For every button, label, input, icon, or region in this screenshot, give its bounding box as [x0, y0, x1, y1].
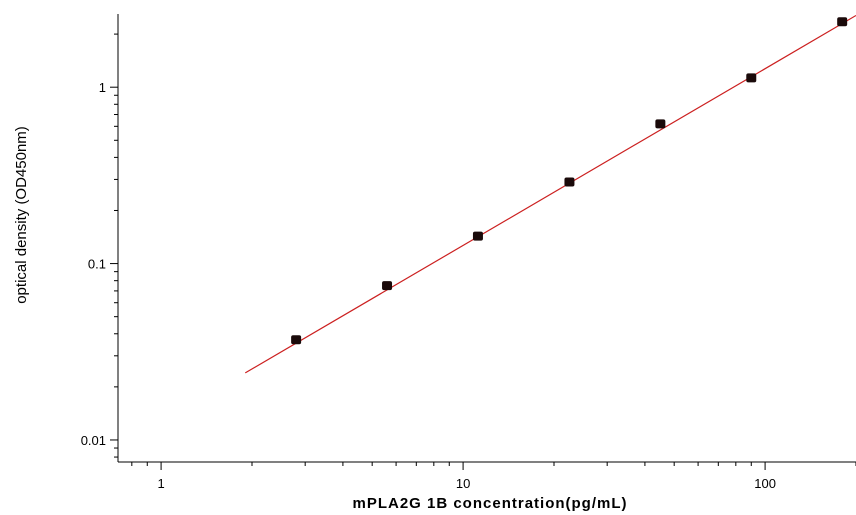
- y-axis-title: optical density (OD450nm): [13, 126, 30, 304]
- x-axis-title: mPLA2G 1B concentration(pg/mL): [352, 495, 627, 512]
- fit-line-group: [244, 14, 856, 374]
- x-axis: 1 10 100: [118, 461, 856, 491]
- data-point: [837, 17, 848, 27]
- data-point: [472, 231, 483, 241]
- data-point: [291, 335, 302, 345]
- x-tick-label: 1: [157, 476, 164, 491]
- data-point: [746, 73, 757, 83]
- data-point: [655, 119, 666, 129]
- x-tick-label: 100: [754, 476, 776, 491]
- y-tick-label: 1: [99, 80, 106, 95]
- data-points: [291, 17, 848, 345]
- data-point: [564, 177, 575, 187]
- y-tick-label: 0.01: [81, 433, 106, 448]
- y-axis-ticks: 0.01 0.1 1: [81, 33, 118, 458]
- y-tick-label: 0.1: [88, 257, 106, 272]
- data-point: [382, 281, 393, 291]
- y-axis: 0.01 0.1 1: [81, 14, 119, 462]
- x-tick-label: 10: [456, 476, 470, 491]
- fit-line: [244, 14, 856, 374]
- x-axis-ticks: 1 10 100: [131, 462, 856, 491]
